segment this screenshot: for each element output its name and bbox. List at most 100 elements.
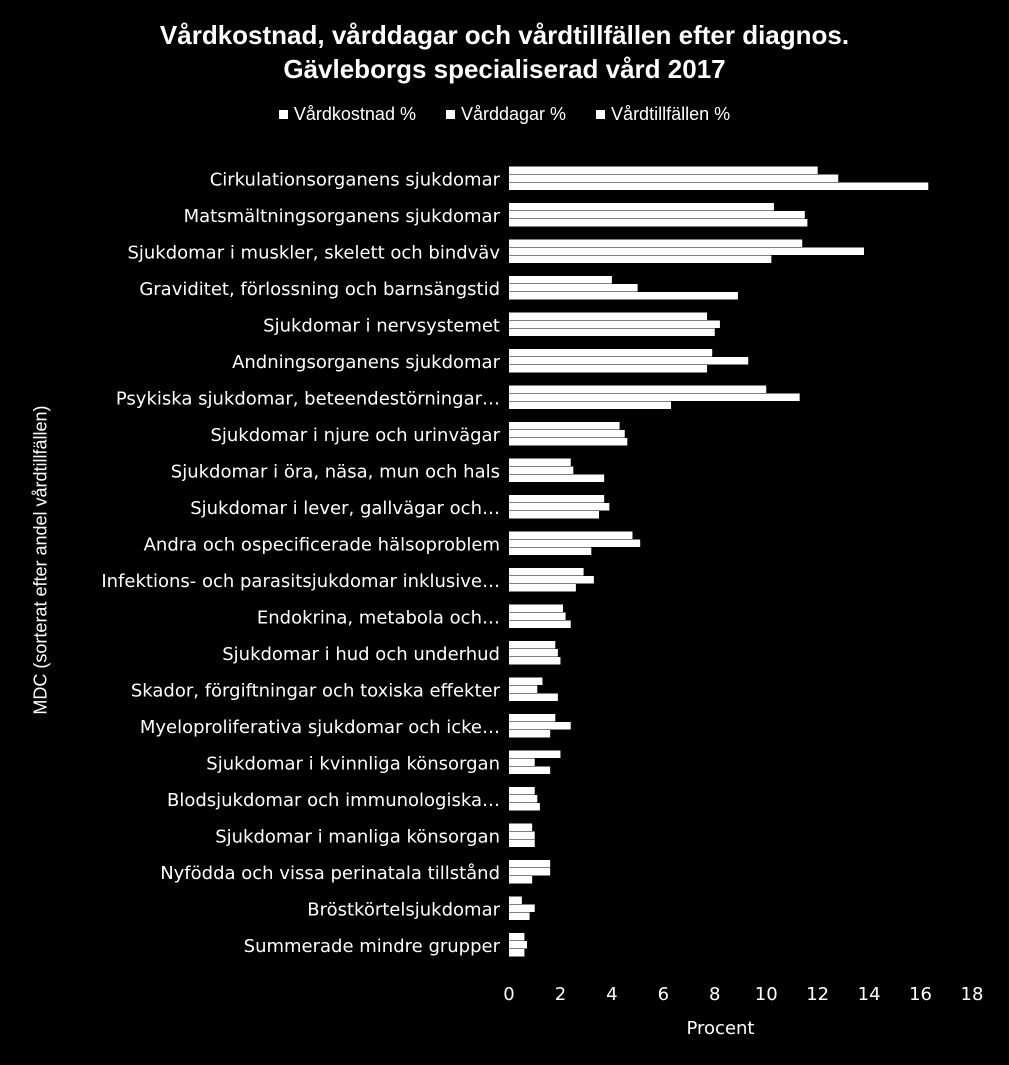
category-label: Blodsjukdomar och immunologiska…	[167, 790, 500, 811]
bar-vardkostnad	[509, 568, 584, 576]
category-label: Bröstkörtelsjukdomar	[307, 899, 500, 920]
bar-varddagar	[509, 466, 574, 474]
category-label: Cirkulationsorganens sjukdomar	[210, 169, 501, 190]
bar-vardkostnad	[509, 166, 818, 174]
category-label: Nyfödda och vissa perinatala tillstånd	[160, 863, 500, 884]
category-label: Sjukdomar i manliga könsorgan	[215, 826, 500, 847]
bar-varddagar	[509, 941, 528, 949]
bar-vardkostnad	[509, 239, 803, 247]
bar-varddagar	[509, 539, 641, 547]
x-tick-label: 2	[555, 984, 566, 1005]
bar-vardkostnad	[509, 385, 767, 393]
x-tick-label: 8	[709, 984, 720, 1005]
chart-legend: Vårdkostnad % Vårddagar % Vårdtillfällen…	[0, 104, 1009, 125]
bar-vardtillfallen	[509, 438, 628, 446]
bar-varddagar	[509, 320, 720, 328]
x-tick-label: 16	[909, 984, 932, 1005]
bar-vardkostnad	[509, 714, 556, 722]
bar-vardtillfallen	[509, 547, 592, 555]
bar-vardtillfallen	[509, 511, 600, 519]
bar-vardtillfallen	[509, 803, 540, 811]
bar-vardtillfallen	[509, 657, 561, 665]
bar-vardtillfallen	[509, 401, 672, 409]
bar-vardtillfallen	[509, 182, 929, 190]
chart-title-line2: Gävleborgs specialiserad vård 2017	[283, 54, 726, 84]
bar-vardtillfallen	[509, 766, 551, 774]
bar-vardtillfallen	[509, 949, 525, 957]
bar-varddagar	[509, 357, 749, 365]
bar-vardkostnad	[509, 823, 533, 831]
legend-label-vardtillfallen: Vårdtillfällen %	[611, 104, 731, 124]
bar-vardkostnad	[509, 203, 774, 211]
x-tick-label: 12	[806, 984, 829, 1005]
bar-varddagar	[509, 247, 864, 255]
category-label: Myeloproliferativa sjukdomar och icke…	[140, 717, 500, 738]
bar-vardtillfallen	[509, 365, 708, 373]
category-label: Graviditet, förlossning och barnsängstid	[139, 279, 500, 300]
legend-swatch-vardtillfallen	[596, 110, 606, 119]
chart-title: Vårdkostnad, vårddagar och vårdtillfälle…	[0, 18, 1009, 86]
category-label: Sjukdomar i nervsystemet	[263, 315, 500, 336]
bar-vardkostnad	[509, 896, 522, 904]
bar-vardtillfallen	[509, 255, 772, 263]
legend-item-vardkostnad: Vårdkostnad %	[278, 104, 416, 125]
bar-vardkostnad	[509, 495, 605, 503]
category-label: Sjukdomar i kvinnliga könsorgan	[206, 753, 500, 774]
x-tick-label: 0	[503, 984, 514, 1005]
bar-vardkostnad	[509, 312, 708, 320]
category-label: Psykiska sjukdomar, beteendestörningar…	[116, 388, 500, 409]
category-label: Andningsorganens sjukdomar	[232, 352, 501, 373]
legend-label-varddagar: Vårddagar %	[460, 104, 567, 124]
category-label: Summerade mindre grupper	[244, 936, 501, 957]
bar-vardkostnad	[509, 422, 620, 430]
category-label: Skador, förgiftningar och toxiska effekt…	[131, 680, 501, 701]
x-tick-label: 18	[961, 984, 984, 1005]
category-label: Andra och ospecificerade hälsoproblem	[144, 534, 500, 555]
bar-varddagar	[509, 430, 625, 438]
bar-varddagar	[509, 576, 594, 584]
bar-vardtillfallen	[509, 620, 571, 628]
bar-varddagar	[509, 284, 638, 292]
legend-item-vardtillfallen: Vårdtillfällen %	[596, 104, 730, 125]
bar-vardtillfallen	[509, 912, 530, 920]
category-label: Sjukdomar i lever, gallvägar och…	[190, 498, 500, 519]
category-label: Sjukdomar i hud och underhud	[222, 644, 500, 665]
bar-vardkostnad	[509, 349, 713, 357]
bar-vardkostnad	[509, 787, 535, 795]
bar-vardkostnad	[509, 750, 561, 758]
category-label: Sjukdomar i muskler, skelett och bindväv	[127, 242, 500, 263]
x-tick-label: 6	[658, 984, 669, 1005]
bar-vardkostnad	[509, 531, 633, 539]
bar-varddagar	[509, 868, 551, 876]
bar-vardkostnad	[509, 458, 571, 466]
bar-vardtillfallen	[509, 292, 738, 300]
bar-vardtillfallen	[509, 839, 535, 847]
bar-varddagar	[509, 722, 571, 730]
legend-swatch-vardkostnad	[278, 110, 288, 119]
bar-varddagar	[509, 795, 538, 803]
x-axis-title: Procent	[687, 1018, 755, 1039]
bar-vardkostnad	[509, 860, 551, 868]
bar-varddagar	[509, 211, 805, 219]
bar-vardtillfallen	[509, 219, 808, 227]
x-tick-label: 14	[858, 984, 881, 1005]
chart-title-line1: Vårdkostnad, vårddagar och vårdtillfälle…	[159, 20, 850, 50]
bar-varddagar	[509, 503, 610, 511]
bar-vardtillfallen	[509, 693, 558, 701]
bar-vardkostnad	[509, 604, 564, 612]
bar-vardtillfallen	[509, 474, 605, 482]
bar-varddagar	[509, 904, 535, 912]
bar-varddagar	[509, 831, 535, 839]
x-tick-label: 10	[755, 984, 778, 1005]
bar-vardtillfallen	[509, 730, 551, 738]
bar-varddagar	[509, 758, 535, 766]
bar-varddagar	[509, 393, 800, 401]
x-tick-label: 4	[606, 984, 617, 1005]
bar-vardkostnad	[509, 276, 612, 284]
bar-varddagar	[509, 174, 839, 182]
bar-vardkostnad	[509, 641, 556, 649]
bar-vardtillfallen	[509, 584, 576, 592]
legend-swatch-varddagar	[445, 110, 455, 119]
category-label: Matsmältningsorganens sjukdomar	[184, 206, 501, 227]
